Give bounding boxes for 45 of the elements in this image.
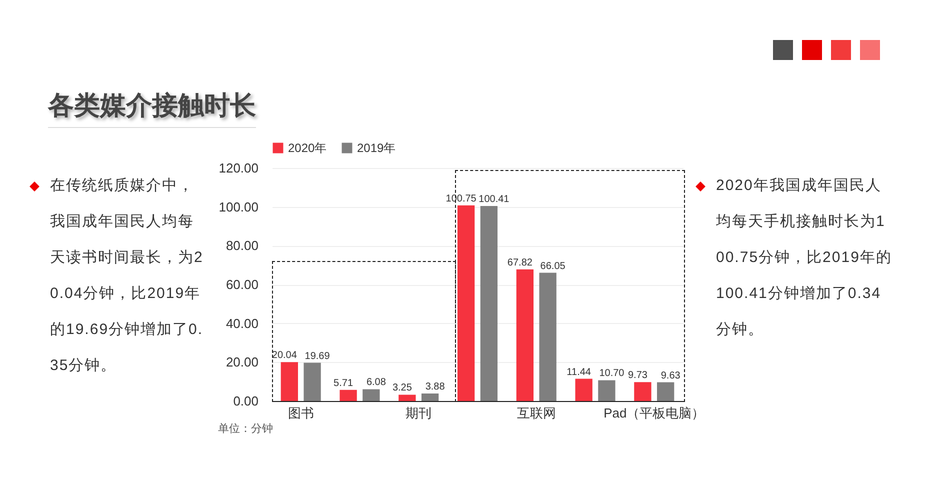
data-label: 10.70 xyxy=(599,368,625,380)
bar xyxy=(657,382,674,401)
data-label: 20.04 xyxy=(272,350,298,362)
bar xyxy=(421,393,439,401)
data-label: 100.41 xyxy=(478,194,510,206)
bar xyxy=(634,382,652,401)
bar xyxy=(457,205,475,401)
x-tick-label: 期刊 xyxy=(406,406,432,420)
data-label: 67.82 xyxy=(507,257,533,268)
legend-label: 2019年 xyxy=(357,141,396,155)
y-tick-label: 60.00 xyxy=(226,277,258,292)
bar xyxy=(575,378,592,401)
y-tick-label: 120.00 xyxy=(218,160,258,176)
data-label: 6.08 xyxy=(366,377,386,388)
legend-label: 2020年 xyxy=(288,141,327,155)
y-tick-label: 100.00 xyxy=(218,199,258,214)
data-label: 3.25 xyxy=(392,382,412,394)
bar xyxy=(398,394,416,401)
x-tick-label: Pad（平板电脑） xyxy=(604,406,705,420)
data-label: 11.44 xyxy=(566,366,592,378)
y-tick-label: 40.00 xyxy=(226,316,258,331)
bar xyxy=(516,269,534,401)
x-tick-label: 互联网 xyxy=(516,406,556,420)
data-label: 66.05 xyxy=(540,260,566,272)
data-label: 5.71 xyxy=(334,378,354,389)
bar xyxy=(539,272,556,401)
text: 2020年我国成年国民人均每天手机接触时长为100.75分钟，比2019年的100.41分钟增加了0.34分钟。 xyxy=(716,177,892,338)
bar xyxy=(304,362,321,401)
y-tick-label: 80.00 xyxy=(226,238,258,254)
bar xyxy=(362,389,380,401)
text: 单位：分钟 xyxy=(218,422,273,436)
data-label: 100.75 xyxy=(446,193,477,204)
data-label: 9.63 xyxy=(660,370,681,382)
y-tick-label: 20.00 xyxy=(226,354,258,370)
text: 在传统纸质媒介中，我国成年国民人均每天读书时间最长，为20.04分钟，比2019年的19.69分钟增加了0.35分钟。 xyxy=(50,177,204,374)
data-label: 3.88 xyxy=(425,381,446,392)
bar xyxy=(280,362,298,401)
data-label: 9.73 xyxy=(628,370,648,382)
chart-title: 各类媒介接触时长 xyxy=(48,88,256,128)
x-tick-label: 图书 xyxy=(288,406,314,420)
bar xyxy=(340,390,357,401)
data-label: 19.69 xyxy=(304,350,330,362)
y-tick-label: 0.00 xyxy=(233,394,258,408)
bar xyxy=(480,206,498,401)
bar xyxy=(598,380,616,401)
